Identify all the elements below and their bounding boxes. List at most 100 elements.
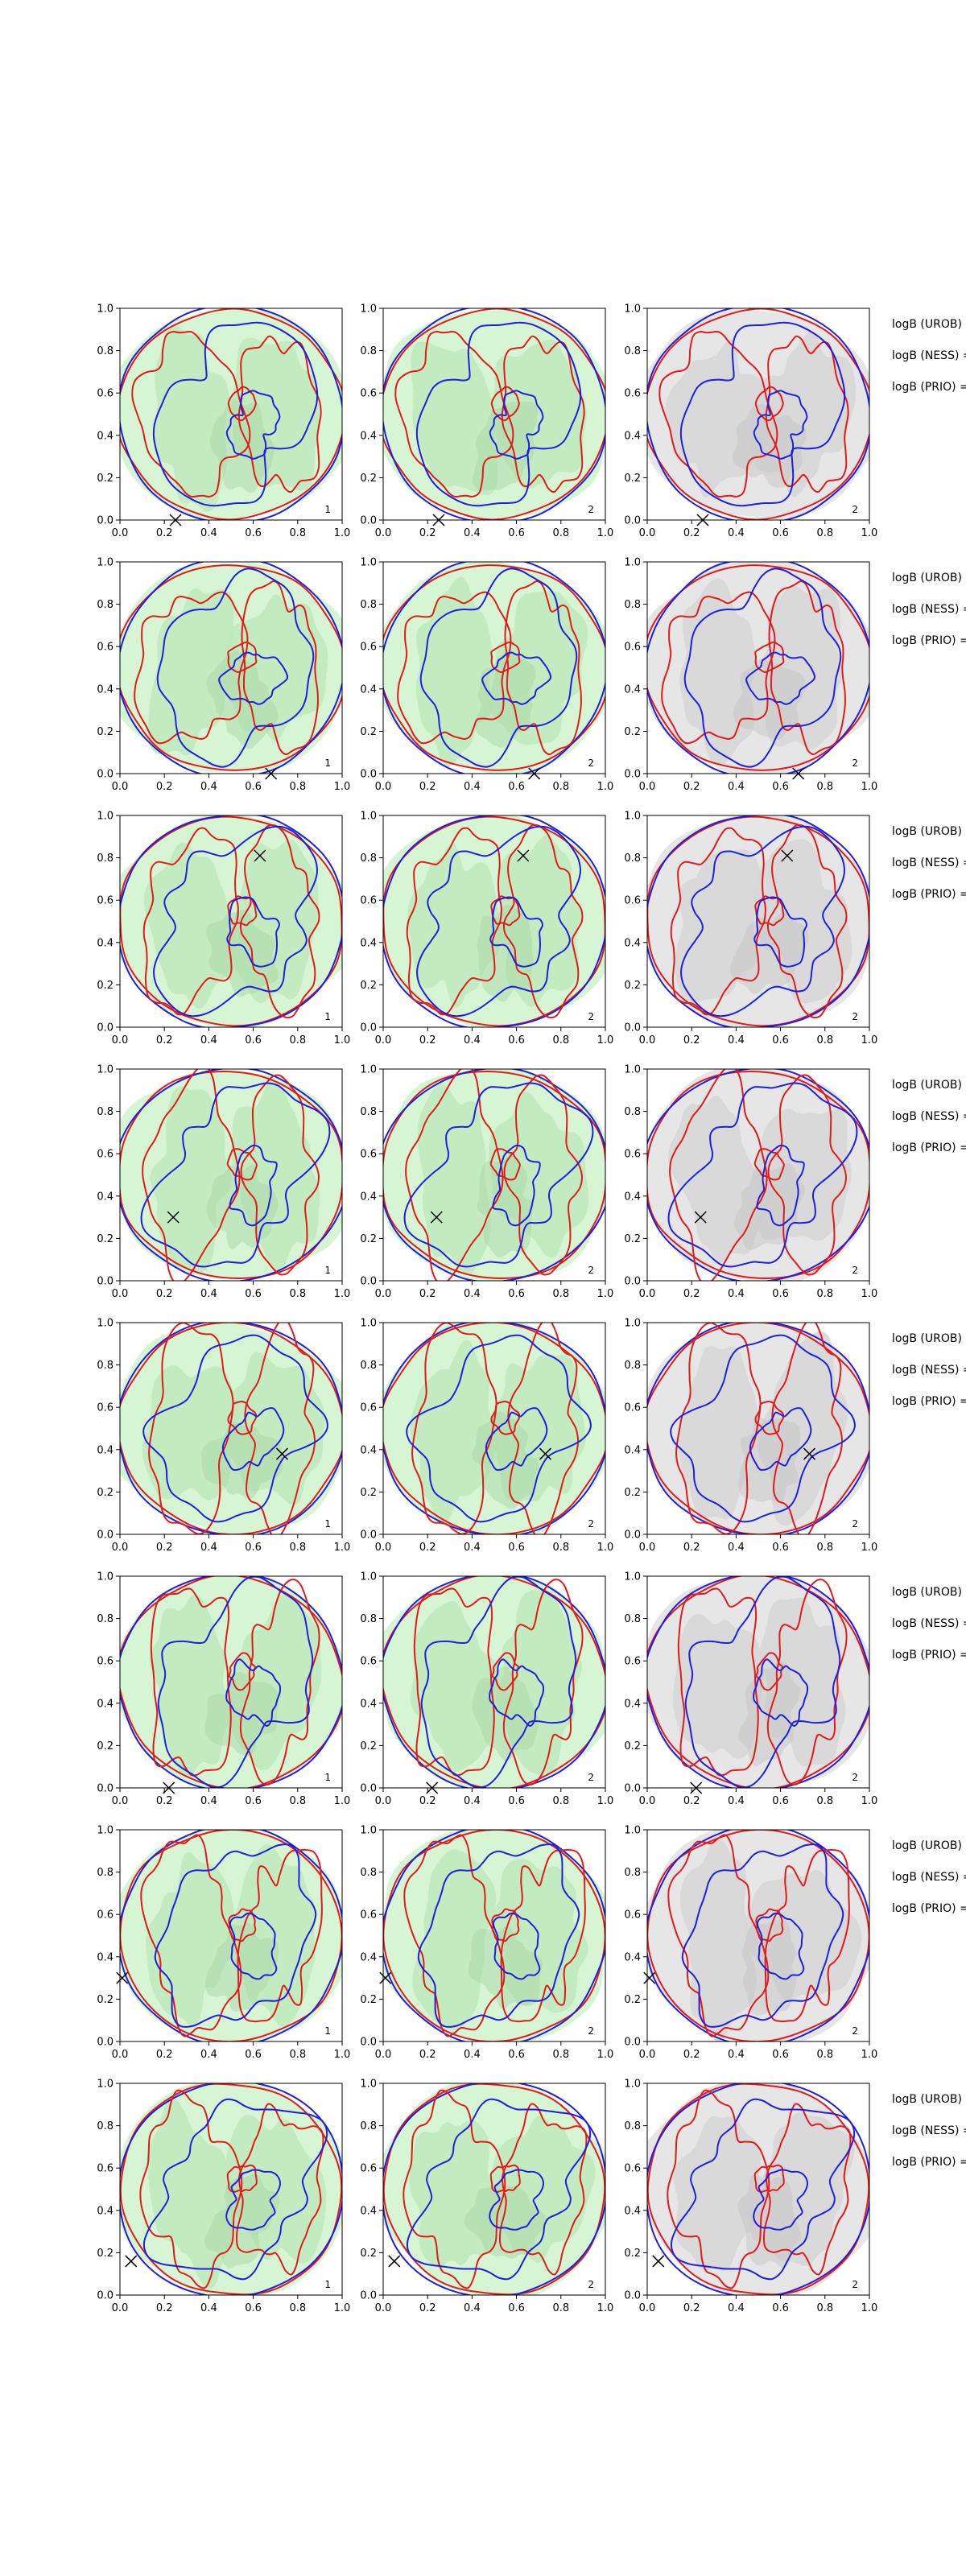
y-tick-label: 0.2 [97,1233,114,1245]
x-tick-label: 0.2 [156,527,173,539]
red-contour-outer [647,2083,869,2295]
plot-area [383,308,605,520]
blue-contour-2 [225,1658,282,1727]
plot-area [647,308,869,520]
x-tick-label: 0.8 [816,1795,833,1807]
y-tick-label: 0.4 [97,1698,114,1710]
red-contour-3 [490,641,521,673]
x-marker [539,1447,552,1460]
y-tick-label: 0.2 [360,1740,377,1752]
y-tick-label: 0.8 [360,1360,377,1372]
y-tick-label: 1.0 [624,2079,641,2091]
y-tick-label: 0.2 [360,473,377,485]
red-contour-outer [383,1576,605,1788]
plot-area [647,562,869,774]
red-contour-2 [771,1323,844,1534]
x-tick-label: 0.8 [816,1288,833,1300]
logb-annotation-3: logB (PRIO) = [892,888,966,901]
red-contour-outer [647,308,869,520]
y-tick-label: 0.0 [97,1022,114,1034]
blue-contour-1 [683,568,842,768]
x-tick-label: 0.8 [289,1542,306,1554]
y-tick-label: 0.8 [97,852,114,865]
density-level-3 [206,910,279,997]
x-tick-label: 0.0 [112,527,129,539]
blue-contour-2 [753,896,807,968]
x-tick-label: 1.0 [334,1542,351,1554]
density-level-2a [673,2116,763,2271]
x-tick-label: 0.0 [375,527,392,539]
red-contour-1 [397,591,512,745]
red-contour-2 [501,335,585,493]
y-tick-label: 0.0 [624,1276,641,1288]
red-contour-1 [142,827,239,1016]
y-tick-label: 0.2 [624,2248,641,2260]
panel-index-label: 1 [324,1011,331,1022]
y-tick-label: 0.0 [624,1022,641,1034]
y-tick-label: 0.2 [97,1487,114,1499]
y-tick-label: 1.0 [360,557,377,569]
x-tick-label: 0.6 [772,2049,789,2061]
panel-index-label: 2 [852,2279,858,2290]
y-tick-label: 0.4 [97,1444,114,1456]
x-tick-label: 0.8 [552,2049,569,2061]
x-tick-label: 0.4 [728,781,745,793]
y-tick-label: 0.2 [360,2248,377,2260]
blue-contour-2 [753,390,808,460]
x-tick-label: 0.0 [112,2049,129,2061]
y-tick-label: 1.0 [624,1825,641,1837]
x-tick-label: 1.0 [861,1288,878,1300]
y-tick-label: 0.2 [624,980,641,992]
y-tick-label: 0.2 [360,980,377,992]
red-contour-2 [237,335,322,493]
y-tick-label: 0.0 [624,769,641,781]
y-tick-label: 0.8 [360,1106,377,1118]
blue-contour-outer [120,2083,342,2295]
plot-area [383,562,605,774]
blue-contour-outer [120,1323,342,1534]
x-tick-label: 0.2 [683,1542,700,1554]
plot-area [383,815,605,1027]
x-tick-label: 0.2 [683,2049,700,2061]
x-tick-label: 0.0 [639,1542,656,1554]
red-contour-2 [768,580,846,756]
x-tick-label: 0.6 [245,781,262,793]
x-tick-label: 0.4 [464,527,481,539]
red-contour-1 [142,1069,241,1281]
y-tick-label: 1.0 [97,2079,114,2091]
panel-index-label: 2 [852,1518,858,1530]
blue-contour-2 [492,1912,541,1980]
red-contour-2 [765,335,849,493]
x-tick-label: 0.4 [728,1542,745,1554]
blue-contour-2 [225,390,281,460]
density-level-3 [473,402,539,490]
axes-frame [382,1322,606,1535]
y-tick-label: 1.0 [624,1318,641,1330]
y-tick-label: 1.0 [97,557,114,569]
x-tick-label: 0.2 [156,1288,173,1300]
plot-area [120,815,342,1027]
red-contour-1 [394,330,514,498]
plot-area [383,1830,605,2041]
red-contour-2 [241,580,319,756]
x-tick-label: 0.6 [508,2049,525,2061]
blue-contour-outer [383,2083,605,2295]
x-tick-label: 0.0 [375,1034,392,1046]
y-tick-label: 0.4 [97,683,114,696]
x-tick-label: 1.0 [597,1288,614,1300]
x-tick-label: 0.8 [552,1795,569,1807]
y-tick-label: 1.0 [360,1318,377,1330]
x-tick-label: 0.6 [508,1795,525,1807]
x-tick-label: 0.4 [728,1795,745,1807]
y-tick-label: 0.4 [624,1191,641,1203]
blue-contour-1 [154,1843,317,2028]
density-level-3 [733,1162,805,1250]
blue-contour-2 [753,1658,809,1727]
panel-index-label: 2 [588,1011,594,1022]
x-tick-label: 0.2 [683,527,700,539]
density-level-2a [410,1340,499,1525]
blue-contour-outer [647,562,869,774]
blue-contour-outer [383,1069,605,1281]
y-tick-label: 1.0 [624,303,641,316]
x-tick-label: 0.2 [683,1288,700,1300]
